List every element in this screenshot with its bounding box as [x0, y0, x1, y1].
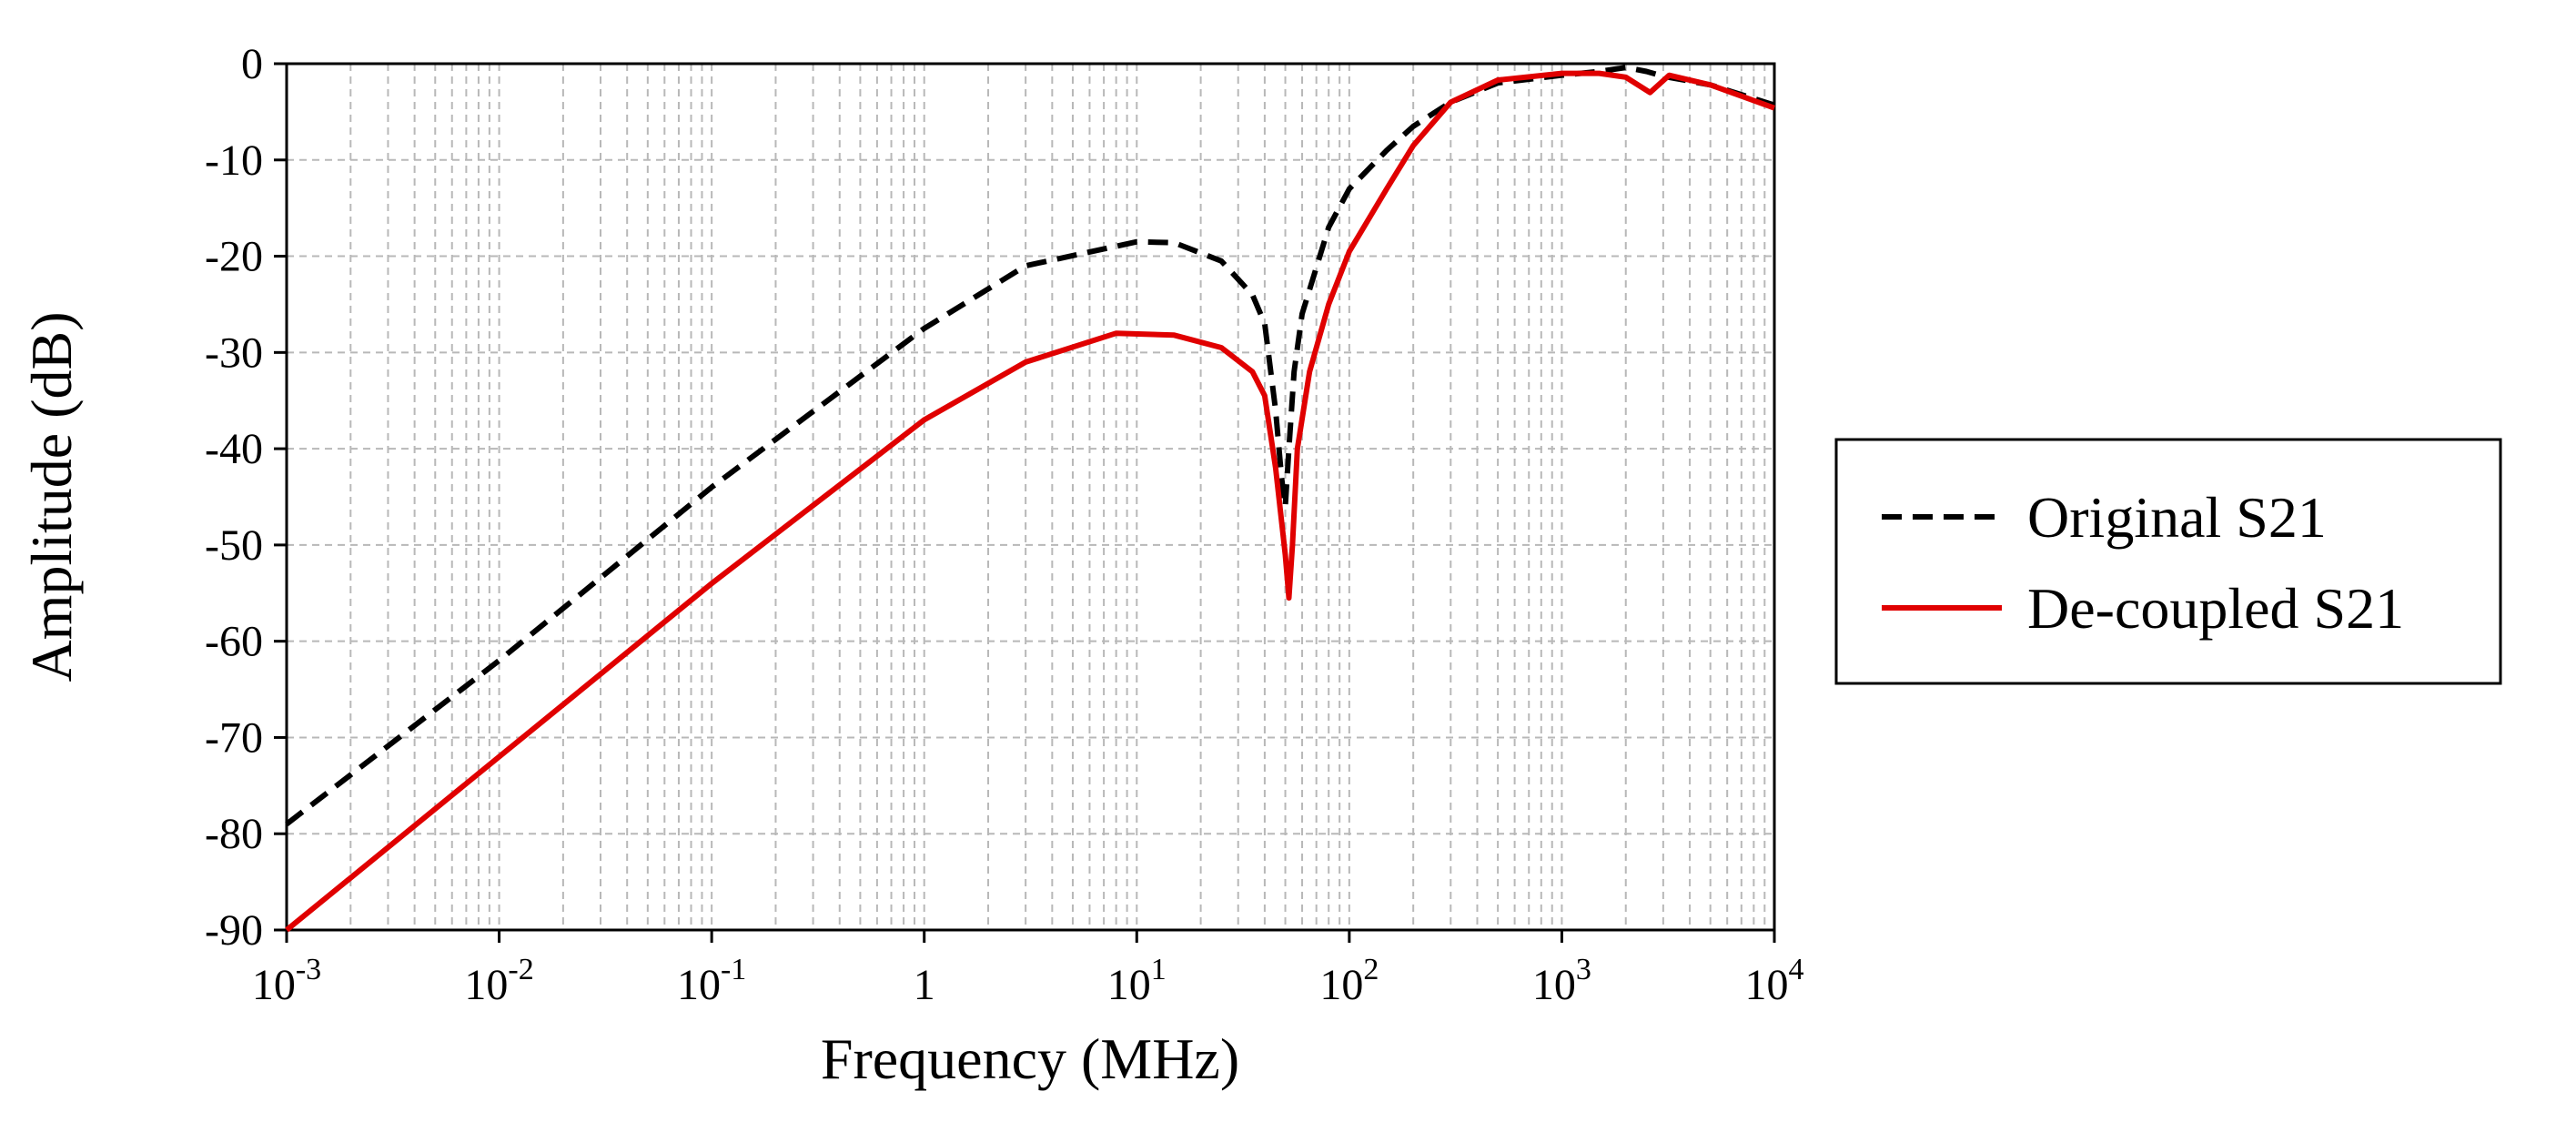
y-tick-label: -30	[205, 329, 263, 377]
x-tick-label: 102	[1319, 953, 1379, 1009]
y-axis-title: Amplitude (dB)	[19, 311, 84, 682]
series-line-decoupled-s21	[285, 70, 1776, 933]
series-line-original-s21	[285, 65, 1775, 826]
y-axis: 0 -10 -20 -30 -40 -50 -60 -70 -80 -90	[205, 40, 287, 955]
series-group	[285, 65, 1776, 933]
y-tick-label: 0	[241, 40, 263, 88]
legend-label-decoupled: De-coupled S21	[2027, 576, 2404, 641]
x-axis: 10-3 10-2 10-1 1 101 102 103 104	[252, 930, 1804, 1009]
y-tick-label: -90	[205, 906, 263, 955]
legend-label-original: Original S21	[2027, 485, 2327, 550]
y-tick-label: -20	[205, 233, 263, 281]
y-tick-label: -40	[205, 425, 263, 473]
x-tick-label: 101	[1107, 953, 1167, 1009]
x-tick-label: 1	[914, 961, 935, 1009]
x-tick-label: 10-3	[252, 953, 321, 1009]
y-tick-label: -50	[205, 521, 263, 570]
x-axis-title: Frequency (MHz)	[821, 1026, 1239, 1091]
x-tick-label: 10-2	[464, 953, 533, 1009]
x-tick-label: 103	[1532, 953, 1591, 1009]
x-tick-label: 104	[1745, 953, 1804, 1009]
grid	[287, 64, 1774, 930]
y-tick-label: -70	[205, 713, 263, 762]
y-tick-label: -80	[205, 810, 263, 858]
legend: Original S21 De-coupled S21	[1834, 438, 2502, 685]
legend-box	[1834, 438, 2502, 685]
y-tick-label: -60	[205, 618, 263, 666]
plot-area-frame	[285, 62, 1776, 932]
x-tick-label: 10-1	[677, 953, 746, 1009]
y-tick-label: -10	[205, 136, 263, 185]
